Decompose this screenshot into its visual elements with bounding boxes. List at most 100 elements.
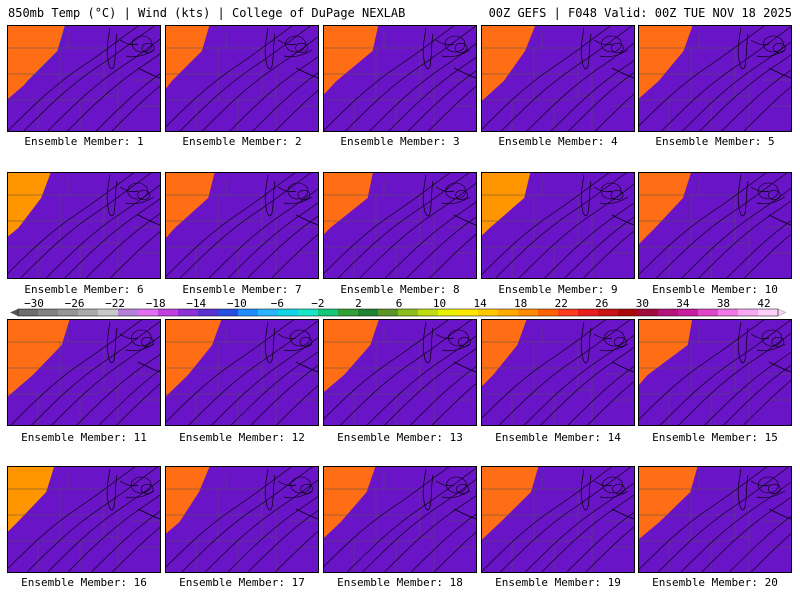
ensemble-map-panel[interactable] <box>7 25 161 132</box>
coastline <box>580 174 634 226</box>
run-info: 00Z GEFS | F048 Valid: 00Z TUE NOV 18 20… <box>488 6 792 20</box>
ensemble-map-panel[interactable] <box>481 25 635 132</box>
ensemble-member-label: Ensemble Member: 2 <box>182 135 302 148</box>
colorbar-tick-label: 6 <box>396 297 403 310</box>
colorbar-swatch <box>718 309 739 316</box>
low-pressure-contour <box>445 182 467 200</box>
ensemble-map-panel[interactable] <box>481 466 635 573</box>
isotherm-contour <box>500 26 633 131</box>
ensemble-map-panel[interactable] <box>7 319 161 426</box>
ensemble-map-panel[interactable] <box>638 466 792 573</box>
coastline <box>264 321 318 373</box>
isotherm-contour <box>208 188 318 278</box>
ensemble-map-panel[interactable] <box>323 319 477 426</box>
colorbar-swatch <box>678 309 699 316</box>
isotherm-contour <box>407 70 476 131</box>
colorbar-tick-label: 38 <box>717 297 730 310</box>
isotherm-contour <box>657 467 790 572</box>
low-pressure-contour <box>289 329 311 347</box>
temp-band <box>482 173 634 278</box>
ensemble-map-panel[interactable] <box>7 172 161 279</box>
isotherm-contour <box>109 231 160 278</box>
state-borders <box>482 326 634 425</box>
colorbar-swatch <box>358 309 379 316</box>
state-borders <box>639 473 791 572</box>
isotherm-contour <box>274 531 318 572</box>
ensemble-member-label: Ensemble Member: 18 <box>337 576 463 589</box>
isotherm-contour <box>639 173 767 275</box>
temp-band <box>166 173 318 278</box>
isotherm-contour <box>495 173 627 278</box>
ensemble-map-panel[interactable] <box>165 25 319 132</box>
low-pressure-contour <box>611 42 624 54</box>
ensemble-map-panel[interactable] <box>323 172 477 279</box>
colorbar-swatch <box>238 309 259 316</box>
isotherm-contour <box>324 320 449 420</box>
ensemble-map-panel[interactable] <box>165 172 319 279</box>
colorbar-tick-label: 10 <box>433 297 446 310</box>
isotherm-contour <box>655 173 788 278</box>
colorbar-tick-label: −2 <box>311 297 324 310</box>
isotherm-contour <box>726 220 791 278</box>
coastline <box>580 27 634 79</box>
low-pressure-contour <box>458 336 471 348</box>
low-pressure-contour <box>285 35 306 53</box>
low-pressure-contour <box>612 483 625 495</box>
temperature-map <box>639 173 791 278</box>
isotherm-contour <box>500 467 632 572</box>
isotherm-contour <box>550 60 634 131</box>
colorbar-swatch <box>398 309 419 316</box>
isotherm-contour <box>31 321 160 425</box>
ensemble-map-panel[interactable] <box>323 466 477 573</box>
low-pressure-contour <box>290 476 311 494</box>
colorbar-swatch <box>198 309 219 316</box>
isotherm-contour <box>188 320 318 425</box>
coastline <box>737 27 791 79</box>
ensemble-map-panel[interactable] <box>481 319 635 426</box>
isotherm-contour <box>388 57 476 131</box>
isotherm-contour <box>743 233 791 278</box>
ensemble-map-panel[interactable] <box>7 466 161 573</box>
low-pressure-contour <box>614 336 627 348</box>
ensemble-member-label: Ensemble Member: 15 <box>652 431 778 444</box>
coastline <box>422 468 476 520</box>
state-borders <box>324 473 476 572</box>
map-title: 850mb Temp (°C) | Wind (kts) | College o… <box>8 6 406 20</box>
coastline <box>737 468 791 520</box>
isotherm-contour <box>247 215 318 278</box>
temperature-map <box>324 467 476 572</box>
isotherm-contour <box>544 202 634 278</box>
temperature-map <box>324 320 476 425</box>
low-pressure-contour <box>610 189 624 201</box>
colorbar-tick-label: 26 <box>595 297 608 310</box>
colorbar-tick-label: 22 <box>555 297 568 310</box>
ensemble-map-panel[interactable] <box>165 466 319 573</box>
ensemble-map-panel[interactable] <box>638 319 792 426</box>
temperature-map <box>639 467 791 572</box>
low-pressure-contour <box>757 182 779 200</box>
isotherm-contour <box>568 72 634 131</box>
isotherm-contour <box>51 335 160 425</box>
isotherm-contour <box>681 188 791 278</box>
temp-band <box>482 320 634 425</box>
ensemble-member-label: Ensemble Member: 5 <box>655 135 775 148</box>
isotherm-contour <box>111 526 160 572</box>
isotherm-contour <box>743 86 791 131</box>
isotherm-contour <box>366 335 476 425</box>
colorbar-tick-label: −10 <box>227 297 247 310</box>
ensemble-map-panel[interactable] <box>165 319 319 426</box>
colorbar-swatch <box>458 309 479 316</box>
state-borders <box>482 32 634 131</box>
ensemble-member-label: Ensemble Member: 7 <box>182 283 302 296</box>
isotherm-contour <box>166 26 293 128</box>
ensemble-map-panel[interactable] <box>481 172 635 279</box>
temp-band <box>639 320 791 425</box>
low-pressure-contour <box>763 35 784 53</box>
low-pressure-contour <box>758 476 779 494</box>
ensemble-map-panel[interactable] <box>638 25 792 132</box>
ensemble-member-label: Ensemble Member: 19 <box>495 576 621 589</box>
ensemble-member-label: Ensemble Member: 3 <box>340 135 460 148</box>
colorbar-tick-label: 18 <box>514 297 527 310</box>
ensemble-map-panel[interactable] <box>323 25 477 132</box>
ensemble-map-panel[interactable] <box>638 172 792 279</box>
